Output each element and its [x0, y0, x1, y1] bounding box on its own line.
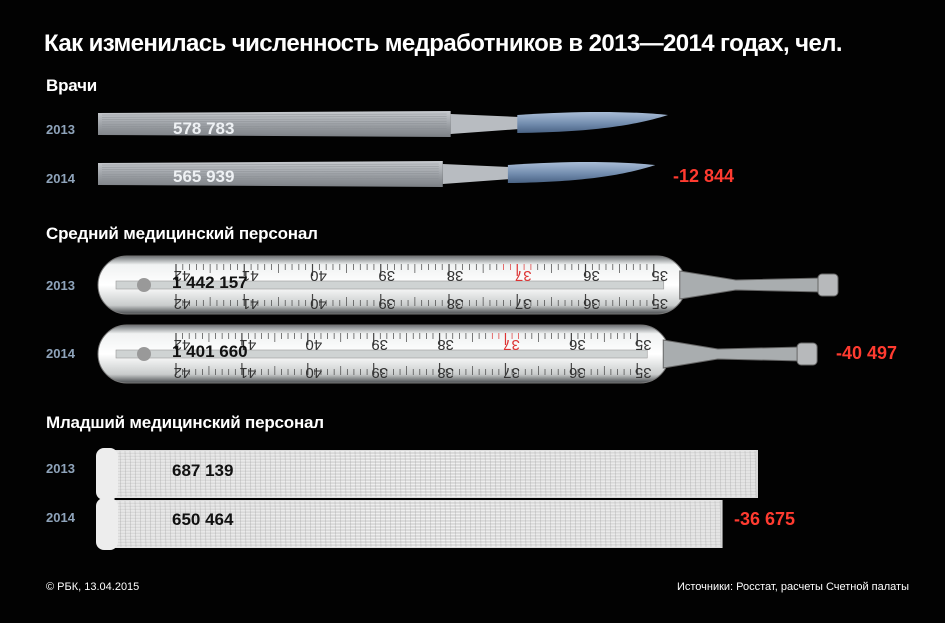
scale-label: 36 — [583, 295, 600, 312]
scale-label: 36 — [569, 364, 586, 381]
change-label: -12 844 — [673, 166, 735, 186]
scale-label: 38 — [437, 336, 454, 353]
scalpel-icon — [96, 154, 656, 194]
scale-label: 42 — [174, 267, 191, 284]
year-label-2014: 2014 — [46, 346, 75, 361]
change-label: -36 675 — [734, 509, 796, 529]
scale-label: 41 — [240, 364, 257, 381]
value-label: 565 939 — [173, 167, 235, 186]
scale-label: 39 — [371, 364, 388, 381]
scale-label: 39 — [378, 267, 395, 284]
thermometer-icon: 42 42 41 41 40 40 39 39 38 38 37 37 36 36 35 35 — [96, 253, 840, 317]
scale-label: 37 — [515, 295, 532, 312]
scale-label: 35 — [635, 336, 652, 353]
value-label: 578 783 — [173, 119, 235, 138]
scale-label: 42 — [174, 364, 191, 381]
scale-label: 39 — [378, 295, 395, 312]
scale-label: 40 — [305, 336, 322, 353]
scale-label: 42 — [174, 336, 191, 353]
year-label-2013: 2013 — [46, 461, 75, 476]
scale-label: 40 — [310, 267, 327, 284]
scale-label: 35 — [635, 364, 652, 381]
value-label: 1 401 660 — [172, 342, 248, 361]
scale-label: 39 — [371, 336, 388, 353]
scale-label: 35 — [651, 267, 668, 284]
section-label-doctors: Врачи — [46, 76, 98, 95]
scale-label: 37 — [503, 364, 520, 381]
scale-label: 42 — [174, 295, 191, 312]
year-label-2013: 2013 — [46, 122, 75, 137]
scale-label: 41 — [242, 267, 259, 284]
change-label: -40 497 — [836, 343, 898, 363]
bandage-icon — [96, 446, 760, 502]
thermometer-icon: 42 42 41 41 40 40 39 39 38 38 37 37 36 36 35 35 — [96, 322, 819, 386]
scale-label: 41 — [242, 295, 259, 312]
scale-label: 38 — [447, 267, 464, 284]
value-label: 650 464 — [172, 510, 234, 529]
scale-label: 36 — [583, 267, 600, 284]
value-label: 687 139 — [172, 461, 234, 480]
scale-label: 37 — [503, 336, 520, 353]
chart-title: Как изменилась численность медработников… — [44, 30, 843, 57]
scale-label: 38 — [447, 295, 464, 312]
value-label: 1 442 157 — [172, 273, 248, 292]
scale-label: 38 — [437, 364, 454, 381]
scale-label: 36 — [569, 336, 586, 353]
section-label-nurses: Средний медицинский персонал — [46, 224, 318, 243]
source-note: Источники: Росстат, расчеты Счетной пала… — [676, 581, 909, 593]
copyright: © РБК, 13.04.2015 — [46, 581, 140, 593]
bandage-icon — [96, 496, 725, 552]
section-label-junior-staff: Младший медицинский персонал — [46, 413, 324, 432]
year-label-2013: 2013 — [46, 278, 75, 293]
scalpel-icon — [96, 104, 668, 144]
scale-label: 40 — [305, 364, 322, 381]
year-label-2014: 2014 — [46, 510, 75, 525]
scale-label: 35 — [651, 295, 668, 312]
scale-label: 41 — [240, 336, 257, 353]
scale-label: 40 — [310, 295, 327, 312]
year-label-2014: 2014 — [46, 171, 75, 186]
scale-label: 37 — [515, 267, 532, 284]
